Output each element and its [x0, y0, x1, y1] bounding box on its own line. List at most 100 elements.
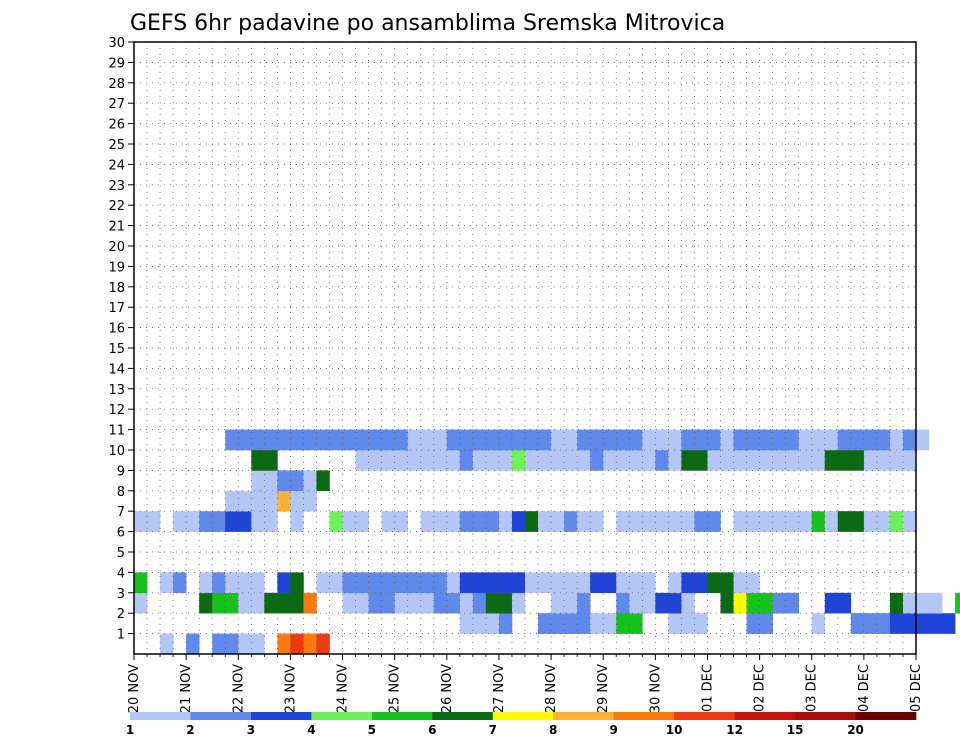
heatmap-cell — [655, 429, 669, 451]
x-tick-label: 27 NOV — [492, 664, 507, 713]
y-tick-label: 24 — [108, 158, 125, 173]
y-tick-label: 5 — [117, 546, 125, 561]
heatmap-cell — [551, 613, 565, 634]
heatmap-cell — [511, 429, 526, 451]
heatmap-cell — [525, 450, 539, 471]
heatmap-cell — [277, 429, 291, 451]
heatmap-cell — [616, 429, 630, 451]
heatmap-cell — [525, 429, 539, 451]
heatmap-cell — [277, 490, 291, 512]
heatmap-cell — [850, 450, 865, 471]
heatmap-cell — [238, 592, 252, 614]
heatmap-cell — [798, 511, 813, 532]
heatmap-cell — [551, 429, 565, 451]
heatmap-cell — [433, 511, 448, 532]
heatmap-cell — [355, 572, 369, 594]
heatmap-cell — [772, 450, 786, 471]
color-legend: 1 2 3 4 5 6 7 8 9 10 12 15 20 — [126, 712, 917, 737]
heatmap-cell — [472, 511, 487, 532]
heatmap-cell — [433, 429, 448, 451]
y-tick-label: 23 — [108, 179, 125, 194]
legend-swatch — [795, 712, 856, 720]
heatmap-cell — [746, 613, 760, 634]
heatmap-cell — [811, 450, 826, 471]
heatmap-cell — [746, 450, 760, 471]
heatmap-cell — [942, 613, 956, 634]
x-tick-label: 26 NOV — [440, 664, 455, 713]
heatmap-cell — [551, 572, 565, 594]
heatmap-cell — [394, 511, 408, 532]
heatmap-cell — [824, 429, 839, 451]
heatmap-cell — [668, 613, 682, 634]
heatmap-cell — [420, 429, 435, 451]
heatmap-cell — [238, 572, 252, 594]
heatmap-cell — [485, 429, 500, 451]
heatmap-cell — [629, 592, 643, 614]
heatmap-cell — [577, 592, 591, 614]
heatmap-cell — [694, 613, 708, 634]
legend-label: 6 — [428, 723, 436, 737]
heatmap-cell — [251, 511, 265, 532]
y-tick-label: 25 — [108, 138, 125, 153]
heatmap-cell — [212, 633, 226, 655]
heatmap-cell — [681, 511, 695, 532]
heatmap-cell — [889, 592, 904, 614]
heatmap-cell — [459, 572, 474, 594]
heatmap-cell — [785, 511, 799, 532]
heatmap-cell — [707, 429, 721, 451]
heatmap-cell — [837, 592, 852, 614]
heatmap-cell — [902, 429, 917, 451]
heatmap-cell — [472, 592, 487, 614]
heatmap-cell — [955, 592, 960, 614]
heatmap-cell — [616, 592, 630, 614]
heatmap-cell — [785, 429, 799, 451]
heatmap-cell — [577, 511, 591, 532]
heatmap-cell — [850, 613, 865, 634]
x-tick-label: 24 NOV — [336, 664, 351, 713]
heatmap-cell — [538, 450, 552, 471]
heatmap-cell — [746, 572, 760, 594]
heatmap-cell — [746, 429, 760, 451]
heatmap-cell — [407, 450, 422, 471]
heatmap-cell — [485, 592, 500, 614]
x-tick-label: 03 DEC — [805, 664, 820, 712]
heatmap-cell — [616, 450, 630, 471]
x-tick-label: 30 NOV — [648, 664, 663, 713]
heatmap-cell — [173, 572, 187, 594]
legend-label: 9 — [610, 723, 618, 737]
heatmap-cell — [498, 450, 513, 471]
y-tick-label: 26 — [108, 118, 125, 133]
legend-label: 4 — [307, 723, 315, 737]
y-tick-label: 27 — [108, 97, 125, 112]
heatmap-cell — [407, 429, 422, 451]
heatmap-cell — [668, 572, 682, 594]
heatmap-cell — [381, 572, 395, 594]
y-tick-label: 13 — [108, 383, 125, 398]
heatmap-cell — [264, 429, 278, 451]
heatmap-cell — [498, 572, 513, 594]
heatmap-cell — [134, 572, 148, 594]
heatmap-cell — [225, 429, 239, 451]
heatmap-cell — [642, 572, 656, 594]
legend-label: 3 — [247, 723, 255, 737]
heatmap-cell — [603, 613, 617, 634]
heatmap-cell — [251, 490, 265, 512]
y-tick-label: 7 — [117, 505, 125, 520]
heatmap-cell — [394, 429, 408, 451]
heatmap-cell — [316, 429, 330, 451]
heatmap-cell — [629, 613, 643, 634]
heatmap-cell — [902, 511, 917, 532]
heatmap-cell — [629, 450, 643, 471]
heatmap-cell — [694, 429, 708, 451]
heatmap-cell — [381, 592, 395, 614]
legend-swatch — [311, 712, 373, 720]
heatmap-cell — [342, 429, 356, 451]
heatmap-cell — [850, 511, 865, 532]
heatmap-cell — [459, 450, 474, 471]
heatmap-cell — [472, 572, 487, 594]
heatmap-cell — [590, 429, 604, 451]
heatmap-cell — [329, 511, 343, 532]
legend-label: 7 — [489, 723, 497, 737]
x-tick-label: 28 NOV — [544, 664, 559, 713]
heatmap-cell — [577, 450, 591, 471]
